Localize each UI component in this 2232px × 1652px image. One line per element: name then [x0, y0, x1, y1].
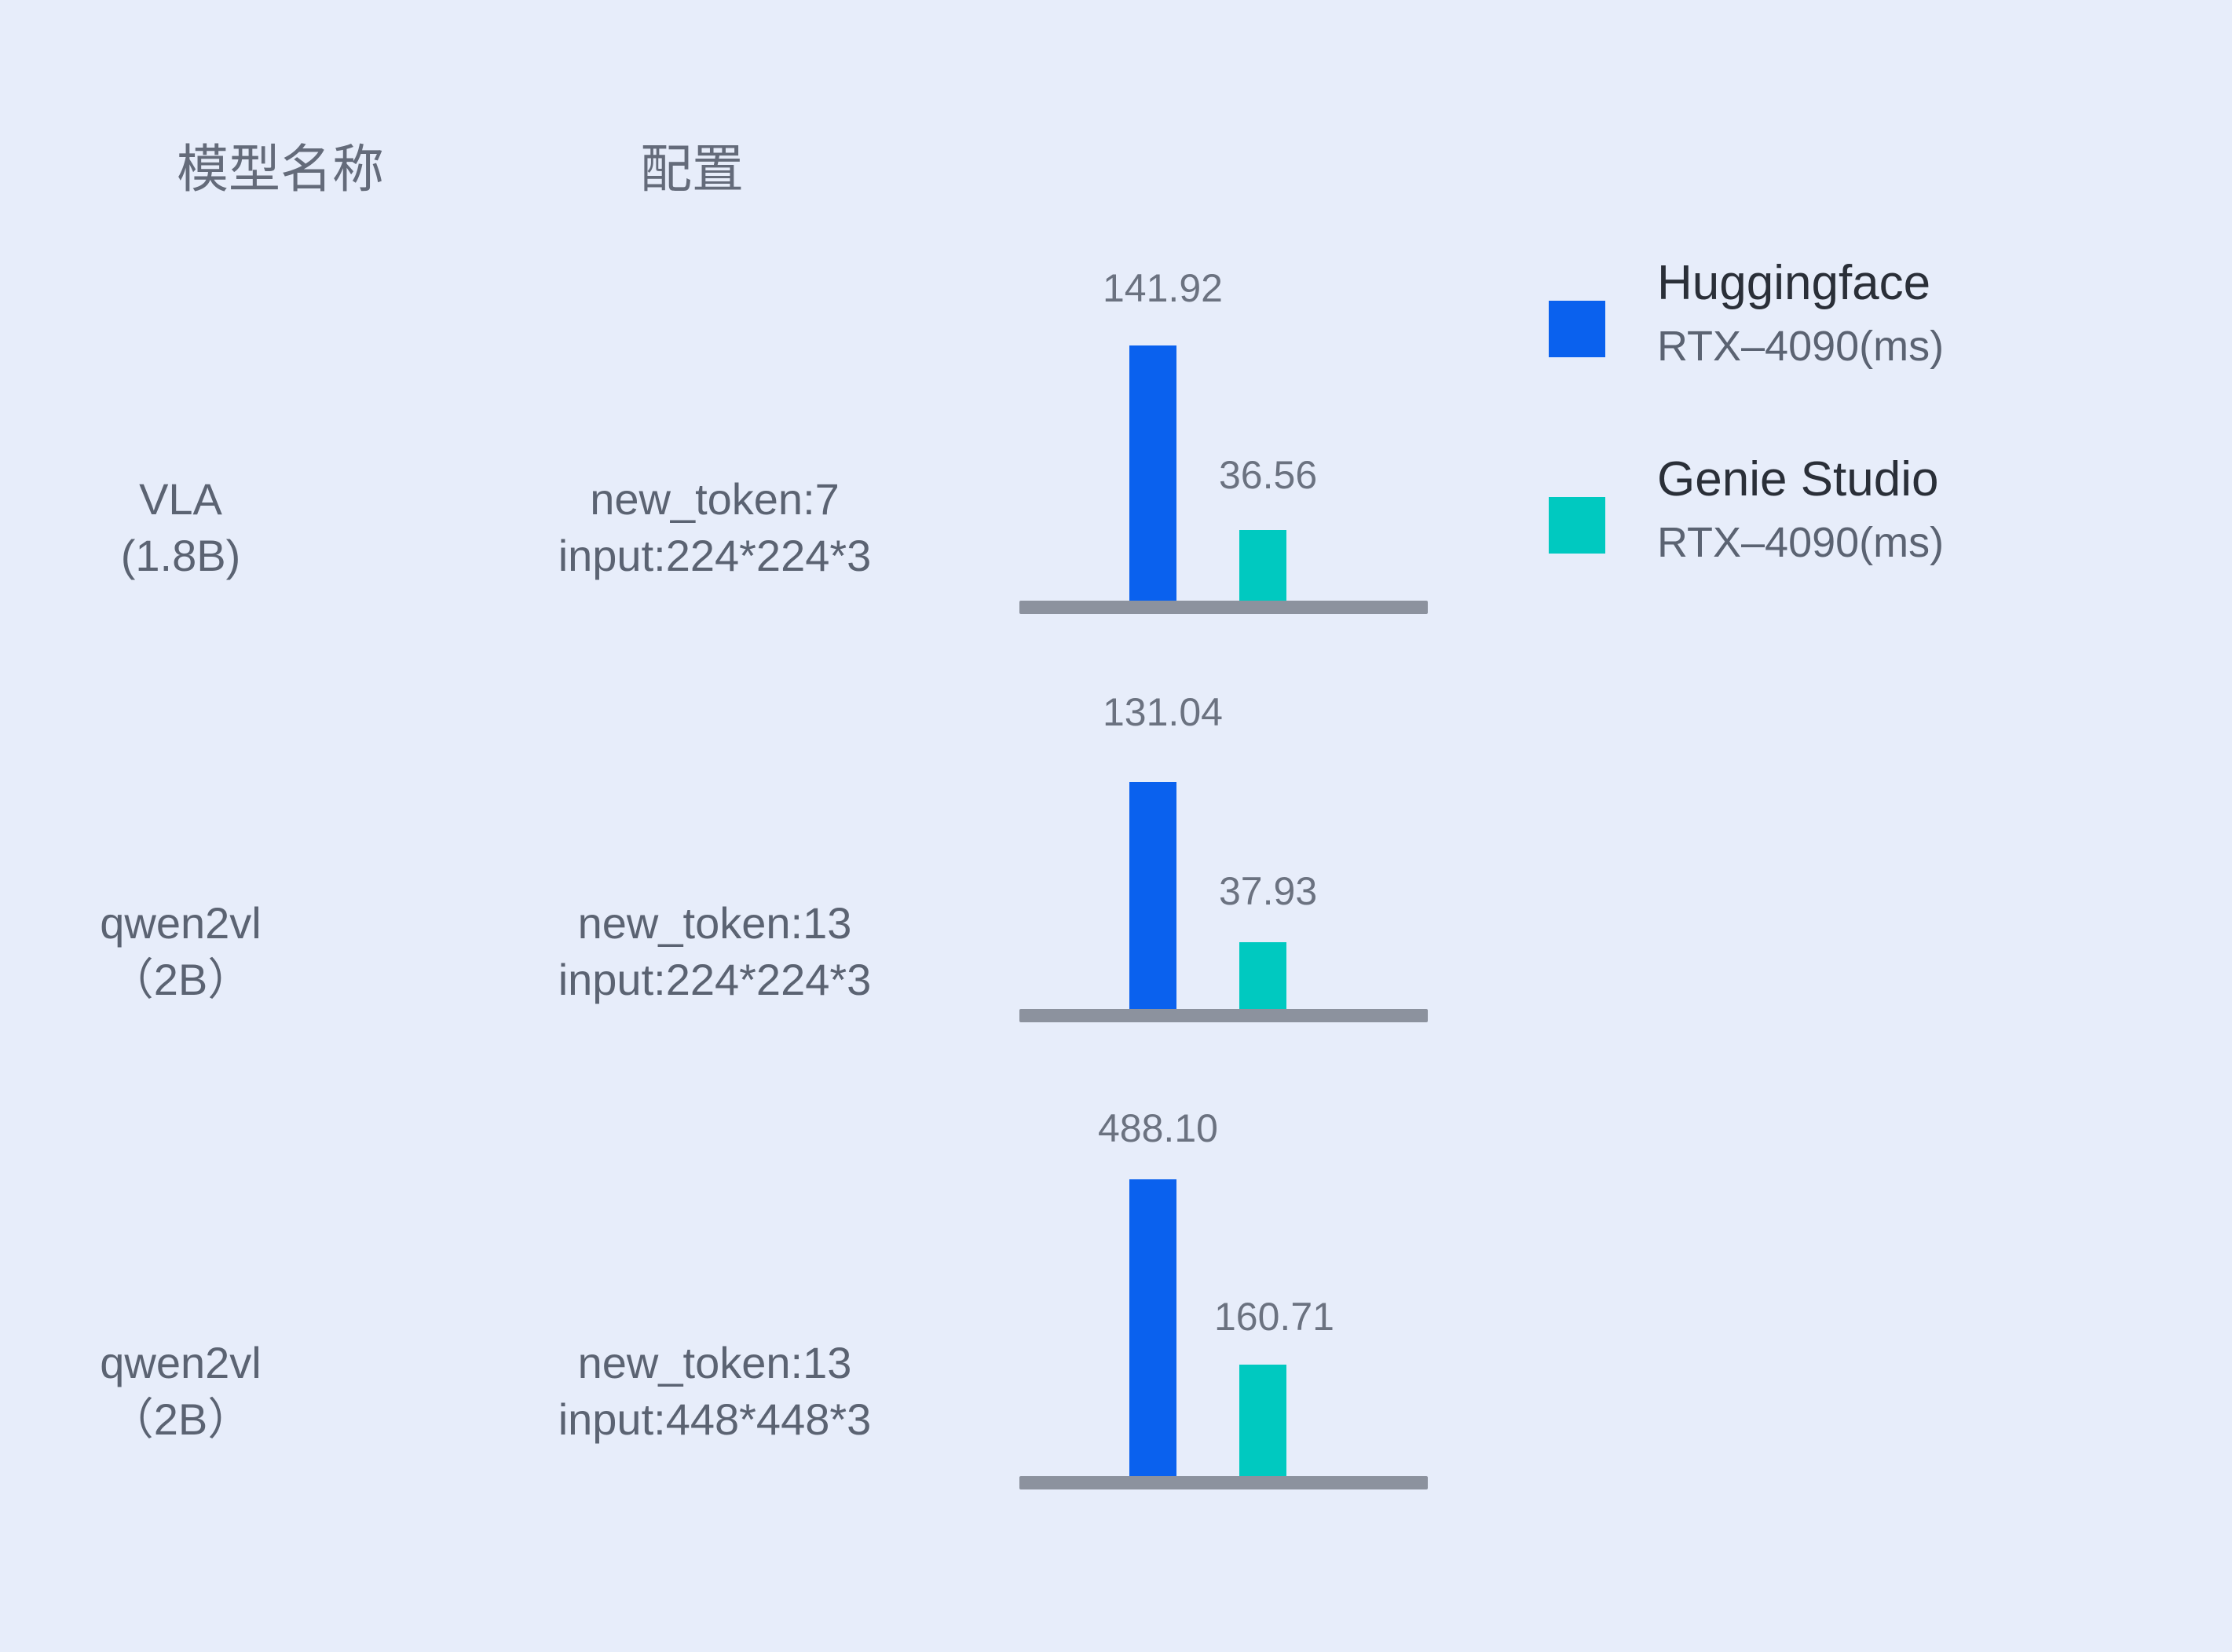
bar-huggingface[interactable] — [1129, 1179, 1176, 1487]
row-model-line1: VLA — [139, 474, 222, 524]
row-model-line1: qwen2vl — [100, 1338, 262, 1387]
row-config-line2: input:224*224*3 — [558, 530, 872, 580]
bar-huggingface[interactable] — [1129, 345, 1176, 601]
bar-value-label-huggingface: 488.10 — [1098, 1106, 1218, 1150]
square-swatch-icon — [1549, 301, 1605, 357]
row-config-line1: new_token:13 — [577, 898, 852, 948]
row-baseline — [1019, 1476, 1428, 1489]
row-model-label: qwen2vl （2B） — [16, 895, 346, 1007]
row-model-label: VLA (1.8B) — [16, 471, 346, 583]
row-model-label: qwen2vl （2B） — [16, 1335, 346, 1447]
square-swatch-icon — [1549, 497, 1605, 554]
row-model-line1: qwen2vl — [100, 898, 262, 948]
legend-item-text: Genie Studio RTX–4090(ms) — [1657, 452, 1945, 566]
bar-huggingface[interactable] — [1129, 782, 1176, 1009]
row-baseline — [1019, 1009, 1428, 1022]
bar-genie-studio[interactable] — [1239, 942, 1286, 1009]
row-model-line2: (1.8B) — [120, 530, 241, 580]
bar-value-label-genie-studio: 36.56 — [1219, 453, 1318, 497]
row-config-line2: input:448*448*3 — [558, 1394, 872, 1444]
bar-value-label-huggingface: 141.92 — [1103, 266, 1223, 310]
bar-value-label-huggingface: 131.04 — [1103, 690, 1223, 734]
row-config-label: new_token:13 input:448*448*3 — [440, 1335, 990, 1447]
legend-item-name: Genie Studio — [1657, 452, 1939, 506]
row-config-label: new_token:13 input:224*224*3 — [440, 895, 990, 1007]
legend-item-name: Huggingface — [1657, 256, 1931, 310]
row-model-line2: （2B） — [109, 1394, 252, 1444]
row-config-line2: input:224*224*3 — [558, 954, 872, 1004]
bar-value-label-genie-studio: 160.71 — [1214, 1295, 1334, 1339]
row-config-line1: new_token:7 — [590, 474, 840, 524]
legend-item-genie-studio[interactable]: Genie Studio RTX–4090(ms) — [1549, 455, 2193, 652]
row-config-label: new_token:7 input:224*224*3 — [440, 471, 990, 583]
bar-value-label-genie-studio: 37.93 — [1219, 869, 1318, 913]
column-header-model-name: 模型名称 — [177, 140, 384, 198]
legend-item-sub: RTX–4090(ms) — [1657, 323, 1945, 370]
legend-item-text: Huggingface RTX–4090(ms) — [1657, 256, 1945, 370]
bar-genie-studio[interactable] — [1239, 1365, 1286, 1476]
legend-item-huggingface[interactable]: Huggingface RTX–4090(ms) — [1549, 259, 2193, 455]
column-header-config: 配置 — [640, 140, 744, 198]
bar-genie-studio[interactable] — [1239, 530, 1286, 601]
row-config-line1: new_token:13 — [577, 1338, 852, 1387]
row-model-line2: （2B） — [109, 954, 252, 1004]
row-baseline — [1019, 601, 1428, 614]
legend-item-sub: RTX–4090(ms) — [1657, 519, 1945, 566]
legend: Huggingface RTX–4090(ms) Genie Studio RT… — [1549, 259, 2193, 652]
